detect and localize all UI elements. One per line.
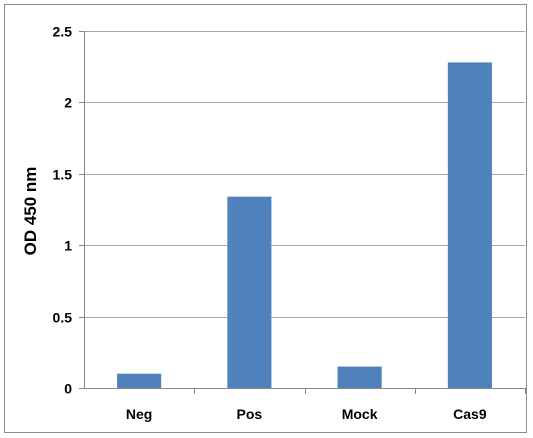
y-tick-label: 0.5 xyxy=(53,310,73,326)
y-tick-label: 0 xyxy=(64,381,72,397)
y-tick-label: 2.5 xyxy=(53,24,73,40)
y-tick-label: 1.5 xyxy=(53,167,73,183)
y-tick-label: 1 xyxy=(64,238,72,254)
x-tick-label: Mock xyxy=(342,406,378,422)
x-tick-label: Cas9 xyxy=(453,406,487,422)
y-axis-title: OD 450 nm xyxy=(21,167,40,256)
bars xyxy=(117,62,492,388)
bar-cas9 xyxy=(447,62,492,388)
x-tick-label: Neg xyxy=(126,406,152,422)
x-tick-labels: Neg Pos Mock Cas9 xyxy=(126,406,487,422)
bar-mock xyxy=(337,366,382,388)
bar-neg xyxy=(117,373,162,388)
x-tick-label: Pos xyxy=(237,406,263,422)
y-tick-labels: 0 0.5 1 1.5 2 2.5 xyxy=(53,24,73,397)
y-tick-label: 2 xyxy=(64,95,72,111)
axes xyxy=(79,31,526,394)
bar-pos xyxy=(227,196,272,388)
